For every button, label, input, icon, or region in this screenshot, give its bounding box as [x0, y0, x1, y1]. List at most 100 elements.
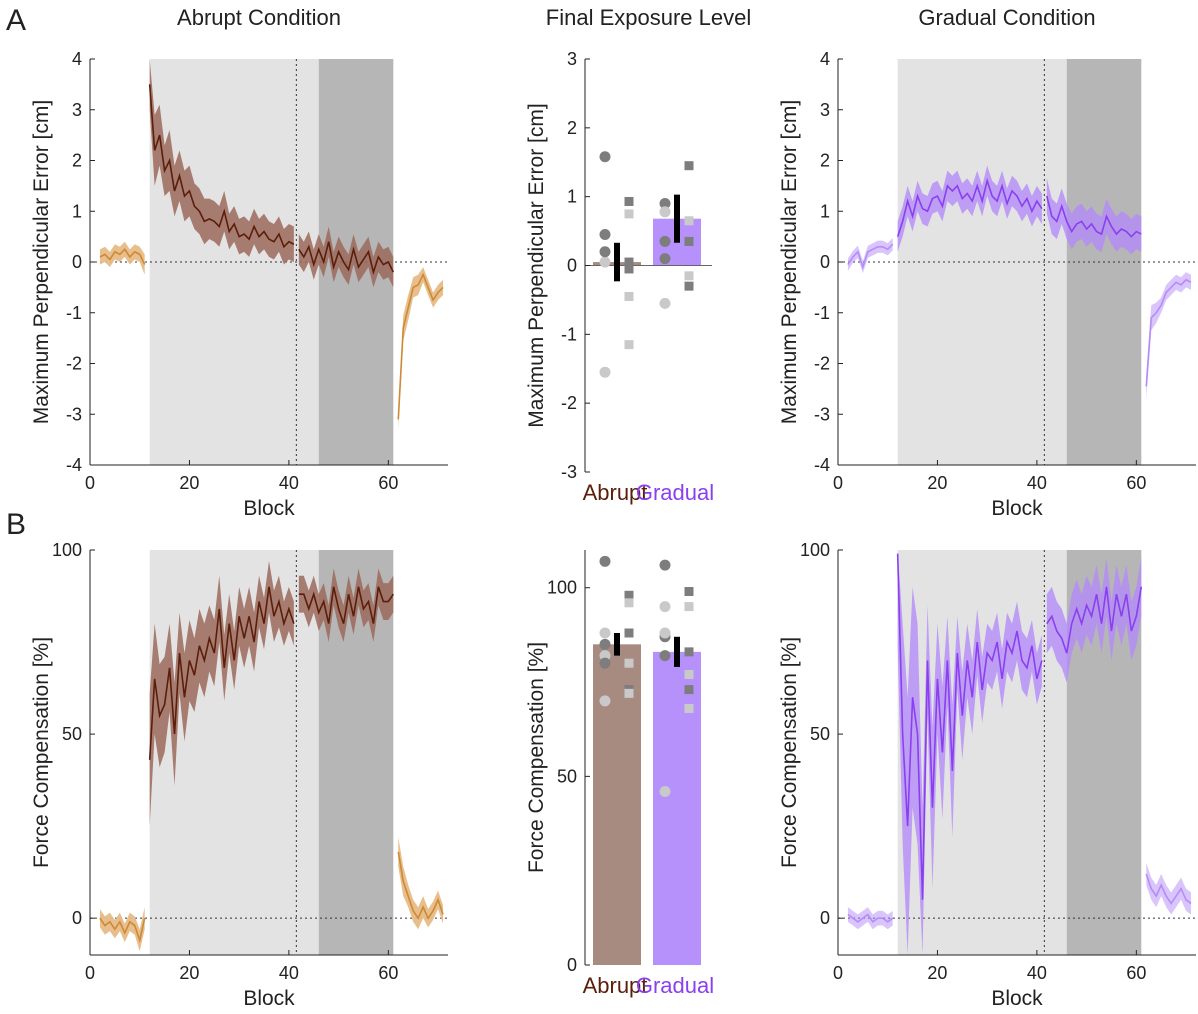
y-tick-label: 3: [72, 100, 82, 120]
y-axis-label: Force Compensation [%]: [778, 637, 801, 868]
x-tick-label: 0: [833, 473, 843, 493]
y-tick-label: 3: [567, 49, 577, 69]
participant-point: [624, 598, 634, 608]
category-label-gradual: Gradual: [636, 973, 714, 998]
participant-point: [599, 555, 611, 567]
series-line-null: [397, 851, 444, 920]
series-line-channel: [298, 586, 394, 624]
series-line-channel: [1046, 195, 1142, 238]
y-tick-label: -2: [66, 354, 82, 374]
series-line-null: [847, 913, 894, 924]
x-axis-label: Block: [243, 987, 295, 1010]
x-tick-label: 40: [279, 473, 299, 493]
x-tick-label: 40: [1027, 473, 1047, 493]
series-line-null: [1145, 278, 1192, 387]
y-tick-label: -2: [561, 393, 577, 413]
x-tick-label: 0: [833, 963, 843, 983]
chart-a_abrupt: -4 -3 -2 -1 0 1 2 3 4 Maximum Perpendicular Error…: [30, 5, 448, 520]
participant-point: [599, 151, 611, 163]
chart-b_final: 0 50 100 Force Compensation [%] AbruptGradua…: [525, 550, 714, 998]
participant-point: [624, 590, 634, 600]
y-tick-label: 50: [557, 766, 577, 786]
participant-point: [599, 638, 611, 650]
participant-point: [659, 206, 671, 218]
participant-point: [599, 246, 611, 258]
series-line-training: [148, 84, 295, 249]
x-axis-label: Block: [991, 987, 1043, 1010]
participant-point: [624, 688, 634, 698]
x-tick-label: 0: [85, 473, 95, 493]
x-tick-label: 20: [179, 473, 199, 493]
participant-point: [659, 559, 671, 571]
participant-point: [624, 340, 634, 350]
x-axis-label: Block: [243, 497, 295, 520]
y-tick-label: 4: [72, 49, 82, 69]
error-band-training: [149, 561, 294, 827]
bar-abrupt: [593, 644, 641, 965]
bar-gradual: [653, 651, 701, 965]
participant-point: [624, 628, 634, 638]
y-tick-label: 0: [567, 955, 577, 975]
participant-point: [684, 161, 694, 171]
chart-a_gradual: -4 -3 -2 -1 0 1 2 3 4 Maximum Perpendicular Error…: [778, 5, 1196, 520]
participant-point: [599, 366, 611, 378]
y-tick-label: 100: [547, 578, 577, 598]
y-tick-label: -1: [66, 303, 82, 323]
chart-a_final: -3 -2 -1 0 1 2 3 Maximum Perpendicular Error [c…: [525, 5, 751, 505]
category-label-abrupt: Abrupt: [583, 480, 648, 505]
x-axis-label: Block: [991, 497, 1043, 520]
participant-point: [684, 670, 694, 679]
series-line-null: [99, 248, 146, 265]
error-band-null: [1146, 272, 1192, 400]
participant-point: [684, 703, 694, 713]
series-line-null: [397, 272, 444, 420]
participant-point: [659, 235, 671, 247]
participant-point: [684, 587, 694, 596]
series-line-training: [896, 553, 1043, 900]
participant-point: [659, 627, 671, 639]
participant-point: [599, 650, 611, 662]
error-band-null: [99, 241, 145, 275]
y-tick-label: 2: [820, 151, 830, 171]
participant-point: [684, 602, 694, 612]
chart-title: Gradual Condition: [918, 5, 1095, 30]
participant-point: [624, 658, 634, 668]
series-line-training: [896, 177, 1043, 237]
y-tick-label: 0: [820, 252, 830, 272]
y-tick-label: -1: [814, 303, 830, 323]
y-tick-label: 0: [820, 908, 830, 928]
x-tick-label: 20: [927, 963, 947, 983]
participant-point: [599, 229, 611, 241]
y-tick-label: 0: [72, 908, 82, 928]
participant-point: [659, 253, 671, 265]
series-line-null: [1145, 873, 1192, 905]
participant-point: [599, 256, 611, 268]
participant-point: [624, 209, 634, 219]
y-tick-label: -1: [561, 324, 577, 344]
error-band-channel: [1046, 178, 1142, 255]
y-tick-label: 2: [72, 151, 82, 171]
category-label-abrupt: Abrupt: [583, 973, 648, 998]
error-band-null: [1146, 862, 1192, 915]
x-tick-label: 20: [179, 963, 199, 983]
error-band-channel: [1046, 557, 1142, 683]
y-tick-label: -3: [66, 404, 82, 424]
participant-point: [624, 257, 634, 267]
x-tick-label: 60: [1126, 473, 1146, 493]
chart-title: Abrupt Condition: [177, 5, 341, 30]
panel-label-a: A: [6, 4, 26, 37]
y-tick-label: -4: [66, 455, 82, 475]
y-tick-label: 50: [62, 724, 82, 744]
participant-point: [624, 291, 634, 301]
x-tick-label: 60: [378, 963, 398, 983]
y-tick-label: 0: [567, 256, 577, 276]
participant-point: [659, 785, 671, 797]
participant-point: [624, 264, 634, 274]
error-band-training: [149, 59, 294, 265]
y-axis-label: Maximum Perpendicular Error [cm]: [30, 100, 53, 424]
y-tick-label: -3: [814, 404, 830, 424]
x-tick-label: 20: [927, 473, 947, 493]
y-tick-label: 0: [72, 252, 82, 272]
participant-point: [684, 281, 694, 291]
